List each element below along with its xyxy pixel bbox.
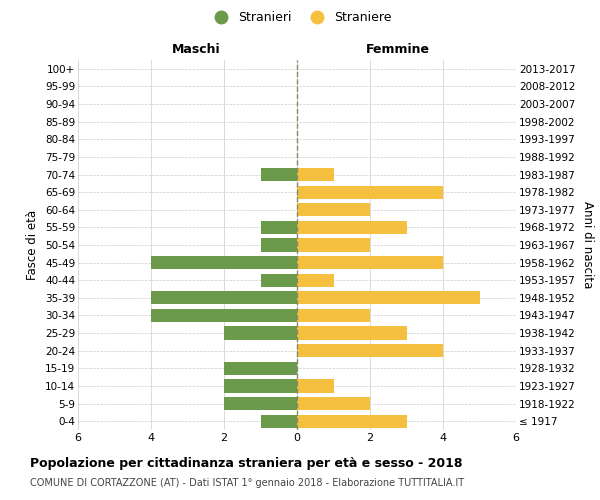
Bar bbox=[297, 380, 334, 392]
Text: Femmine: Femmine bbox=[366, 44, 430, 57]
Bar bbox=[297, 274, 334, 287]
Text: Maschi: Maschi bbox=[172, 44, 221, 57]
Bar bbox=[224, 362, 297, 375]
Bar bbox=[297, 414, 407, 428]
Bar bbox=[297, 168, 334, 181]
Text: Popolazione per cittadinanza straniera per età e sesso - 2018: Popolazione per cittadinanza straniera p… bbox=[30, 458, 463, 470]
Y-axis label: Anni di nascita: Anni di nascita bbox=[581, 202, 594, 288]
Bar bbox=[297, 186, 443, 198]
Bar bbox=[297, 256, 443, 269]
Bar bbox=[297, 238, 370, 252]
Bar bbox=[297, 397, 370, 410]
Bar bbox=[151, 291, 297, 304]
Bar bbox=[297, 344, 443, 358]
Bar bbox=[151, 309, 297, 322]
Bar bbox=[297, 326, 407, 340]
Bar bbox=[260, 168, 297, 181]
Bar bbox=[224, 397, 297, 410]
Y-axis label: Fasce di età: Fasce di età bbox=[26, 210, 40, 280]
Bar bbox=[224, 326, 297, 340]
Bar bbox=[151, 256, 297, 269]
Legend: Stranieri, Straniere: Stranieri, Straniere bbox=[203, 6, 397, 29]
Bar bbox=[224, 380, 297, 392]
Bar bbox=[260, 414, 297, 428]
Bar bbox=[297, 309, 370, 322]
Bar bbox=[297, 291, 479, 304]
Bar bbox=[297, 203, 370, 216]
Bar bbox=[260, 221, 297, 234]
Bar bbox=[297, 221, 407, 234]
Bar bbox=[260, 274, 297, 287]
Bar bbox=[260, 238, 297, 252]
Text: COMUNE DI CORTAZZONE (AT) - Dati ISTAT 1° gennaio 2018 - Elaborazione TUTTITALIA: COMUNE DI CORTAZZONE (AT) - Dati ISTAT 1… bbox=[30, 478, 464, 488]
